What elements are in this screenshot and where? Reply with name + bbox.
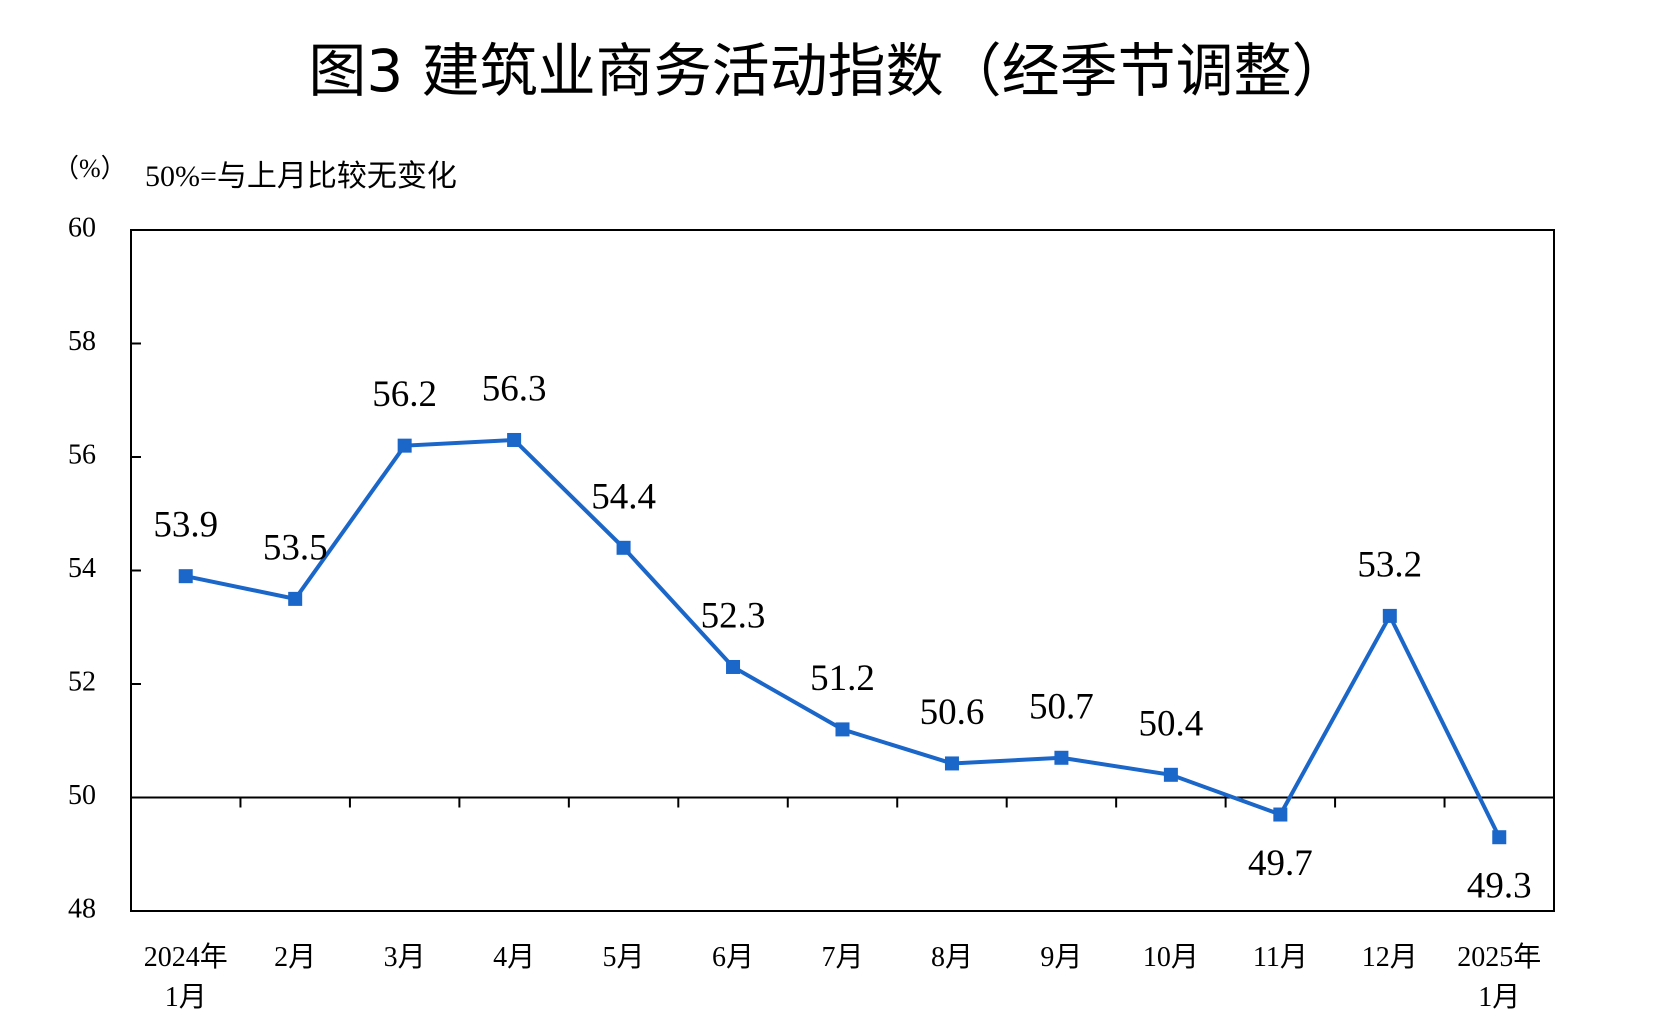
y-tick-label: 48 bbox=[68, 893, 96, 924]
x-tick-label: 4月 bbox=[493, 942, 536, 973]
series-line bbox=[185, 437, 1502, 839]
plot-frame bbox=[130, 229, 1555, 912]
marker bbox=[397, 438, 412, 453]
marker bbox=[507, 432, 522, 447]
data-label: 51.2 bbox=[810, 658, 875, 699]
x-tick-label: 2025年 1月 bbox=[1457, 942, 1542, 1013]
x-tick-label: 2月 bbox=[274, 942, 317, 973]
marker bbox=[178, 569, 193, 584]
data-label: 49.7 bbox=[1248, 843, 1313, 884]
x-tick-label: 10月 bbox=[1142, 942, 1199, 973]
data-label: 49.3 bbox=[1467, 866, 1532, 907]
data-label: 50.6 bbox=[920, 692, 985, 733]
x-tick-label: 8月 bbox=[930, 942, 973, 973]
y-tick-label: 54 bbox=[68, 553, 96, 584]
data-label: 50.7 bbox=[1029, 686, 1094, 727]
x-tick-label: 2024年 1月 bbox=[143, 942, 228, 1013]
data-label: 54.4 bbox=[591, 476, 656, 517]
chart-title: 图3 建筑业商务活动指数（经季节调整） bbox=[308, 37, 1349, 105]
marker bbox=[616, 540, 631, 555]
marker bbox=[1273, 807, 1288, 822]
data-label: 53.2 bbox=[1357, 544, 1422, 585]
x-tick-label: 3月 bbox=[383, 942, 426, 973]
y-tick-label: 52 bbox=[68, 666, 96, 697]
y-tick-label: 60 bbox=[68, 212, 96, 243]
annotation: 50%=与上月比较无变化 bbox=[145, 160, 457, 193]
y-tick-label: 50 bbox=[68, 780, 96, 811]
marker bbox=[288, 591, 303, 606]
y-unit: （%） bbox=[53, 154, 127, 183]
data-label: 50.4 bbox=[1139, 703, 1204, 744]
data-label: 56.2 bbox=[372, 374, 437, 415]
x-tick-label: 11月 bbox=[1252, 942, 1308, 973]
marker bbox=[1163, 767, 1178, 782]
marker bbox=[726, 659, 741, 674]
marker bbox=[1492, 830, 1507, 845]
x-tick-label: 9月 bbox=[1040, 942, 1083, 973]
x-tick-label: 7月 bbox=[821, 942, 864, 973]
y-tick-label: 56 bbox=[68, 439, 96, 470]
marker bbox=[835, 722, 850, 737]
data-label: 52.3 bbox=[701, 595, 766, 636]
marker bbox=[1382, 608, 1397, 623]
y-tick-label: 58 bbox=[68, 326, 96, 357]
data-label: 53.5 bbox=[263, 527, 328, 568]
marker bbox=[1054, 750, 1069, 765]
x-tick-label: 6月 bbox=[712, 942, 755, 973]
data-label: 56.3 bbox=[482, 368, 547, 409]
marker bbox=[944, 756, 959, 771]
data-label: 53.9 bbox=[153, 505, 218, 546]
x-tick-label: 5月 bbox=[602, 942, 645, 973]
x-tick-label: 12月 bbox=[1361, 942, 1418, 973]
